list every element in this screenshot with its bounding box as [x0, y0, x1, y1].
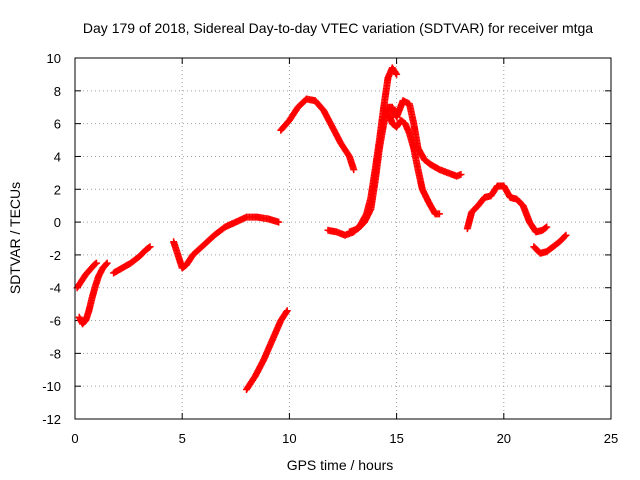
y-tick-label: -6	[49, 314, 61, 329]
axis-ticks	[74, 57, 612, 420]
data-point	[103, 259, 111, 267]
y-tick-label: -2	[49, 248, 61, 263]
y-tick-label: 2	[54, 182, 61, 197]
x-tick-labels: 0 5 10 15 20 25	[71, 431, 618, 446]
y-tick-label: -4	[49, 281, 61, 296]
y-tick-label: -10	[42, 379, 61, 394]
series-arc-1	[73, 259, 100, 292]
data-point	[282, 308, 290, 316]
series-arc-2	[75, 259, 111, 328]
x-tick-label: 20	[497, 431, 511, 446]
y-tick-label: 8	[54, 84, 61, 99]
data-point	[457, 171, 465, 179]
y-tick-label: 0	[54, 215, 61, 230]
x-tick-label: 15	[389, 431, 403, 446]
x-tick-label: 0	[71, 431, 78, 446]
x-axis-label: GPS time / hours	[287, 457, 394, 473]
y-tick-label: -12	[42, 412, 61, 427]
data-point	[562, 231, 570, 239]
series-arc-3	[110, 243, 154, 277]
x-tick-label: 10	[282, 431, 296, 446]
data-point	[92, 259, 100, 267]
data-point	[145, 244, 153, 252]
series-arc-9	[384, 107, 443, 218]
chart-title: Day 179 of 2018, Sidereal Day-to-day VTE…	[83, 20, 593, 36]
data-point	[102, 260, 110, 268]
data-point	[435, 210, 443, 218]
series-arc-5	[243, 307, 291, 393]
series-arc-11	[530, 231, 570, 257]
data-point	[543, 223, 551, 231]
data-point	[146, 243, 154, 251]
series-arc-10	[463, 182, 551, 236]
data-point	[275, 218, 283, 226]
grid-lines	[75, 58, 611, 419]
data-series	[73, 64, 570, 393]
y-tick-labels: -12 -10 -8 -6 -4 -2 0 2 4 6 8 10	[42, 51, 61, 427]
data-point	[392, 69, 400, 77]
data-point	[393, 70, 401, 78]
y-tick-label: 4	[54, 149, 61, 164]
series-arc-6	[277, 95, 358, 174]
data-point	[561, 232, 569, 240]
x-tick-label: 25	[604, 431, 618, 446]
data-point	[91, 260, 99, 268]
x-tick-label: 5	[179, 431, 186, 446]
y-axis-label: SDTVAR / TECUs	[7, 182, 23, 294]
data-point	[283, 307, 291, 315]
y-tick-label: 10	[47, 51, 61, 66]
data-point	[542, 224, 550, 232]
data-point	[350, 166, 358, 174]
series-arc-4	[170, 213, 283, 272]
y-tick-label: 6	[54, 117, 61, 132]
plot-frame	[74, 57, 612, 420]
y-tick-label: -8	[49, 346, 61, 361]
